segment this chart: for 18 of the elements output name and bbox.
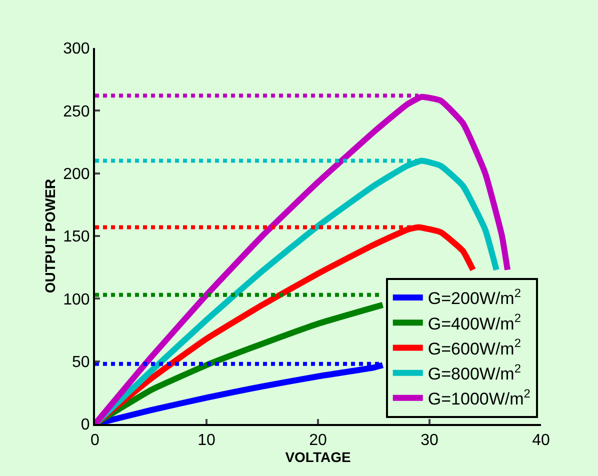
legend-label: G=1000W/m$^{2}$	[428, 386, 531, 409]
x-tick-label: 30	[420, 432, 438, 450]
legend-label: G=400W/m$^{2}$	[428, 311, 522, 334]
y-tick-label: 150	[63, 228, 90, 246]
x-tick-label: 10	[198, 432, 216, 450]
x-axis-title: VOLTAGE	[285, 449, 351, 466]
x-tick-label: 20	[309, 432, 327, 450]
x-tick-label: 40	[532, 432, 550, 450]
legend-label: G=200W/m$^{2}$	[428, 286, 522, 308]
legend-label: G=800W/m$^{2}$	[428, 361, 522, 384]
y-axis-title: OUTPUT POWER	[42, 178, 58, 294]
y-tick-label: 250	[63, 103, 90, 120]
y-tick-label: 0	[80, 416, 90, 434]
legend-label: G=600W/m$^{2}$	[428, 336, 522, 358]
y-tick-label: 200	[63, 166, 90, 183]
y-tick-label: 300	[63, 40, 90, 58]
y-tick-label: 100	[63, 291, 90, 308]
y-tick-label: 50	[72, 354, 90, 371]
